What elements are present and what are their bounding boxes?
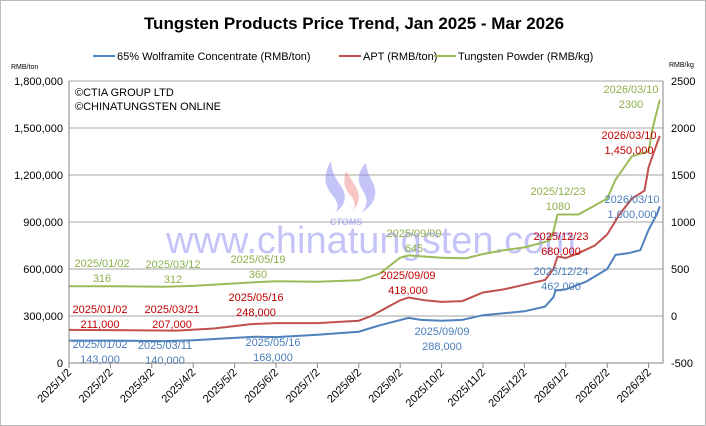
left-tick-label: 300,000 — [23, 311, 63, 323]
annotation-date: 2025/03/21 — [144, 304, 199, 316]
left-tick-label: 900,000 — [23, 217, 63, 229]
annotation-date: 2025/05/16 — [245, 337, 300, 349]
x-tick-label: 2026/1/2 — [532, 367, 571, 406]
left-tick-label: 1,200,000 — [14, 170, 63, 182]
x-tick-label: 2025/5/2 — [201, 367, 240, 406]
annotation-date: 2026/03/10 — [603, 84, 658, 96]
annotation-value: 207,000 — [152, 319, 192, 331]
chart-title: Tungsten Products Price Trend, Jan 2025 … — [144, 14, 564, 33]
annotation-value: 211,000 — [81, 319, 120, 331]
annotation-date: 2025/05/19 — [230, 254, 285, 266]
x-tick-label: 2025/3/2 — [118, 367, 157, 406]
right-tick-label: 500 — [671, 264, 689, 276]
x-tick-label: 2025/4/2 — [160, 367, 199, 406]
right-tick-label: 0 — [671, 311, 677, 323]
annotation-value: 140,000 — [145, 355, 185, 367]
annotation-date: 2025/12/23 — [530, 186, 585, 198]
ctoms-logo: CTOMS — [325, 161, 376, 227]
x-tick-label: 2025/2/2 — [77, 367, 116, 406]
annotation-date: 2025/09/09 — [380, 270, 435, 282]
left-axis-unit: RMB/ton — [11, 64, 38, 71]
annotation-date: 2025/12/23 — [533, 231, 588, 243]
annotation-date: 2025/01/02 — [74, 258, 129, 270]
annotation-date: 2026/03/10 — [601, 130, 656, 142]
annotation-date: 2026/03/10 — [604, 194, 659, 206]
series-line-0 — [69, 205, 661, 343]
legend-label: APT (RMB/ton) — [363, 51, 437, 63]
right-tick-label: 2500 — [671, 76, 695, 88]
annotation-date: 2025/03/11 — [138, 340, 192, 352]
annotation-value: 645 — [405, 243, 423, 255]
left-tick-label: 1,800,000 — [14, 76, 63, 88]
annotation-value: 316 — [93, 273, 111, 285]
annotation-value: 1080 — [546, 201, 570, 213]
annotation-date: 2025/05/16 — [228, 292, 283, 304]
annotation-date: 2025/01/02 — [72, 339, 127, 351]
annotation-value: 248,000 — [236, 307, 276, 319]
annotation-value: 680,000 — [541, 246, 581, 258]
x-tick-label: 2026/3/2 — [615, 367, 654, 406]
x-tick-label: 2025/11/2 — [446, 367, 489, 410]
x-tick-label: 2025/10/2 — [404, 367, 447, 410]
legend-label: 65% Wolframite Concentrate (RMB/ton) — [117, 51, 311, 63]
annotation-value: 288,000 — [422, 341, 462, 353]
legend-label: Tungsten Powder (RMB/kg) — [458, 51, 593, 63]
series-line-1 — [68, 135, 661, 332]
left-tick-label: 1,500,000 — [14, 123, 63, 135]
annotation-value: 1,000,000 — [608, 209, 657, 221]
x-tick-label: 2026/2/2 — [574, 367, 613, 406]
x-tick-label: 2025/6/2 — [242, 367, 281, 406]
annotation-date: 2025/03/12 — [145, 259, 200, 271]
annotation-date: 2025/09/09 — [414, 326, 469, 338]
annotation-value: 360 — [249, 269, 267, 281]
right-tick-label: 1000 — [671, 217, 695, 229]
annotation-value: 418,000 — [388, 285, 428, 297]
right-tick-label: 2000 — [671, 123, 695, 135]
left-tick-label: 0 — [57, 358, 63, 370]
x-tick-label: 2025/8/2 — [325, 367, 364, 406]
logo-text: CTOMS — [330, 217, 362, 227]
watermark: www.chinatungsten.com — [165, 220, 576, 262]
annotation-date: 2025/01/02 — [72, 304, 127, 316]
annotation-value: 462,000 — [541, 281, 581, 293]
annotation-date: 2025/12/24 — [533, 266, 588, 278]
annotation-value: 143,000 — [80, 354, 120, 366]
x-tick-label: 2025/9/2 — [367, 367, 406, 406]
right-tick-label: -500 — [671, 358, 693, 370]
series-line-2 — [69, 99, 661, 288]
annotation-value: 312 — [164, 274, 182, 286]
x-tick-label: 2025/1/2 — [35, 367, 74, 406]
left-tick-label: 600,000 — [23, 264, 63, 276]
copyright-line-1: ©CTIA GROUP LTD — [75, 87, 174, 99]
annotation-value: 1,450,000 — [605, 145, 654, 157]
x-tick-label: 2025/12/2 — [486, 367, 529, 410]
annotation-value: 168,000 — [253, 352, 293, 364]
right-tick-label: 1500 — [671, 170, 695, 182]
annotation-value: 2300 — [619, 99, 643, 111]
annotation-date: 2025/09/09 — [386, 228, 441, 240]
x-tick-label: 2025/7/2 — [284, 367, 323, 406]
right-axis-unit: RMB/kg — [669, 62, 694, 69]
copyright-line-2: ©CHINATUNGSTEN ONLINE — [75, 101, 221, 113]
